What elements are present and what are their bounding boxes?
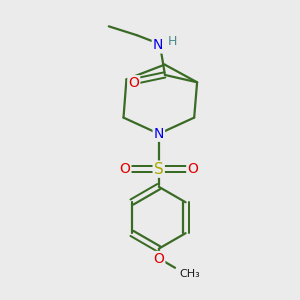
Text: H: H xyxy=(168,34,177,48)
Text: N: N xyxy=(153,38,163,52)
Text: CH₃: CH₃ xyxy=(179,269,200,279)
Text: N: N xyxy=(154,127,164,141)
Text: S: S xyxy=(154,162,164,177)
Text: O: O xyxy=(119,162,130,176)
Text: O: O xyxy=(128,76,139,90)
Text: O: O xyxy=(187,162,198,176)
Text: O: O xyxy=(153,252,164,266)
